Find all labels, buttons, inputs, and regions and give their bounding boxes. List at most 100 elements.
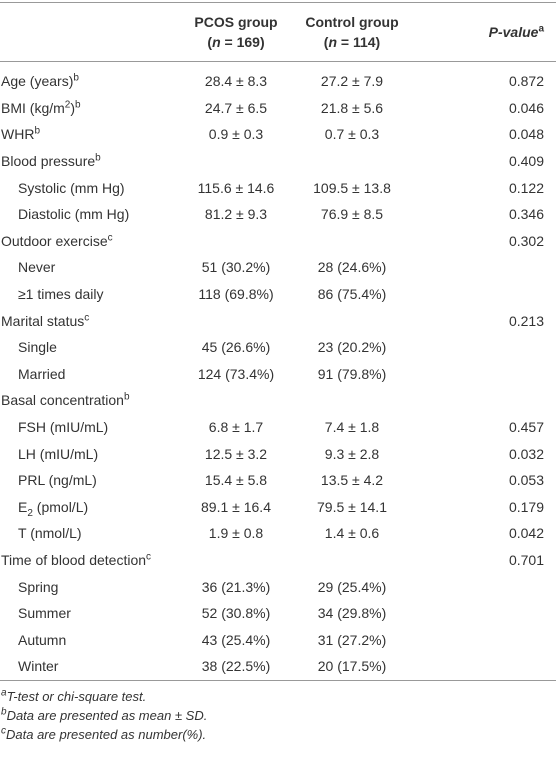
text-segment: Married (18, 365, 66, 382)
table-row: Time of blood detectionc 0.701 (0, 547, 556, 574)
table-cell: 0.457 (508, 419, 544, 436)
header-cell: PCOS group (n = 169) (180, 3, 292, 62)
table-cell: 0.302 (508, 232, 544, 249)
text-segment: Basal concentration (1, 392, 124, 409)
table-cell: 0.048 (508, 126, 544, 143)
text-segment: P-value (488, 24, 539, 40)
table-cell: 28.4 ± 8.3 (204, 73, 268, 90)
table-cell: 89.1 ± 16.4 (201, 498, 271, 515)
row-label: Spring (0, 573, 180, 600)
table-cell: 51 (30.2%) (201, 259, 271, 276)
row-label: LH (mIU/mL) (0, 440, 180, 467)
table-cell: 1.4 ± 0.6 (324, 525, 380, 542)
row-label: Married (0, 361, 180, 388)
table-cell (292, 387, 412, 414)
text-segment: b (1, 706, 7, 718)
text-segment: Winter (18, 658, 59, 675)
text-segment: 2 (64, 99, 71, 111)
text-segment: T (nmol/L) (18, 525, 82, 542)
table-cell: 15.4 ± 5.8 (204, 472, 268, 489)
table-cell (180, 307, 292, 334)
footnote: aT-test or chi-square test. (1, 687, 556, 706)
table-row: Diastolic (mm Hg) 81.2 ± 9.3 76.9 ± 8.5 0.3… (0, 201, 556, 228)
text-segment: = 169) (220, 34, 265, 50)
table-cell: 7.4 ± 1.8 (324, 419, 380, 436)
row-label: Systolic (mm Hg) (0, 174, 180, 201)
table-cell: 0.032 (508, 445, 544, 462)
text-segment: FSH (mIU/mL) (18, 419, 109, 436)
text-segment: c (84, 311, 90, 323)
table-cell: 23 (20.2%) (317, 339, 387, 356)
text-segment: b (95, 152, 101, 164)
table-cell (412, 600, 556, 627)
table-cell: 34 (29.8%) (317, 605, 387, 622)
text-segment: Outdoor exercise (1, 232, 108, 249)
table-cell: 0.179 (508, 498, 544, 515)
table-cell (412, 254, 556, 281)
row-label: Marital statusc (0, 307, 180, 334)
text-segment: Never (18, 259, 56, 276)
table-row: Never 51 (30.2%) 28 (24.6%) (0, 254, 556, 281)
text-segment: b (73, 72, 79, 84)
text-segment: c (107, 232, 113, 244)
table-cell (292, 148, 412, 175)
table-cell (412, 653, 556, 680)
text-segment: BMI (kg/m (1, 99, 65, 116)
text-segment: ) (70, 99, 76, 116)
table-cell (412, 334, 556, 361)
table-cell: 0.872 (508, 73, 544, 90)
table-cell: 115.6 ± 14.6 (197, 179, 275, 196)
table-row: Spring 36 (21.3%) 29 (25.4%) (0, 573, 556, 600)
text-segment: Time of blood detection (1, 551, 147, 568)
row-label: Diastolic (mm Hg) (0, 201, 180, 228)
table-cell (180, 547, 292, 574)
table-cell: 36 (21.3%) (201, 578, 271, 595)
table-cell (180, 228, 292, 255)
text-segment: n (212, 34, 221, 50)
row-label: BMI (kg/m2)b (0, 95, 180, 122)
table-cell: 0.9 ± 0.3 (208, 126, 264, 143)
row-label: Time of blood detectionc (0, 547, 180, 574)
table-cell: 27.2 ± 7.9 (320, 73, 384, 90)
table-cell: 9.3 ± 2.8 (324, 445, 380, 462)
table-header: PCOS group (n = 169) Control group (n = 114… (0, 2, 556, 62)
row-label: Single (0, 334, 180, 361)
table-cell: 29 (25.4%) (317, 578, 387, 595)
table-row: FSH (mIU/mL) 6.8 ± 1.7 7.4 ± 1.8 0.457 (0, 414, 556, 441)
table-row: Outdoor exercisec 0.302 (0, 228, 556, 255)
table-row: Married 124 (73.4%) 91 (79.8%) (0, 361, 556, 388)
table-cell (292, 228, 412, 255)
text-segment: a (538, 23, 544, 35)
text-segment: Control group (305, 14, 399, 30)
text-segment: WHR (1, 126, 35, 143)
table-cell: 86 (75.4%) (317, 286, 387, 303)
table-cell: 20 (17.5%) (317, 658, 387, 675)
table-cell: 0.409 (508, 153, 544, 170)
table-cell (180, 148, 292, 175)
table-cell: 31 (27.2%) (317, 631, 387, 648)
row-label: Winter (0, 653, 180, 680)
text-segment: ( (207, 34, 213, 50)
row-label: Blood pressureb (0, 148, 180, 175)
text-segment: c (1, 725, 6, 737)
text-segment: Data are presented as mean ± SD. (6, 707, 208, 723)
text-segment: Marital status (1, 312, 85, 329)
text-segment: Blood pressure (1, 153, 96, 170)
table-cell: 0.042 (508, 525, 544, 542)
table-cell (292, 307, 412, 334)
table-cell: 0.213 (508, 312, 544, 329)
table-row: Winter 38 (22.5%) 20 (17.5%) (0, 653, 556, 681)
text-segment: ( (323, 34, 329, 50)
text-segment: b (34, 125, 40, 137)
row-label: Never (0, 254, 180, 281)
footnote: bData are presented as mean ± SD. (1, 706, 556, 725)
row-label: WHRb (0, 121, 180, 148)
table-row: E2 (pmol/L) 89.1 ± 16.4 79.5 ± 14.1 0.179 (0, 494, 556, 521)
text-segment: (pmol/L) (32, 498, 89, 515)
text-segment: = 114) (337, 34, 381, 50)
text-segment: ≥1 times daily (18, 286, 104, 303)
text-segment: E (18, 498, 28, 515)
table-cell: 24.7 ± 6.5 (204, 99, 268, 116)
text-segment: PRL (ng/mL) (18, 472, 97, 489)
text-segment: c (146, 551, 152, 563)
